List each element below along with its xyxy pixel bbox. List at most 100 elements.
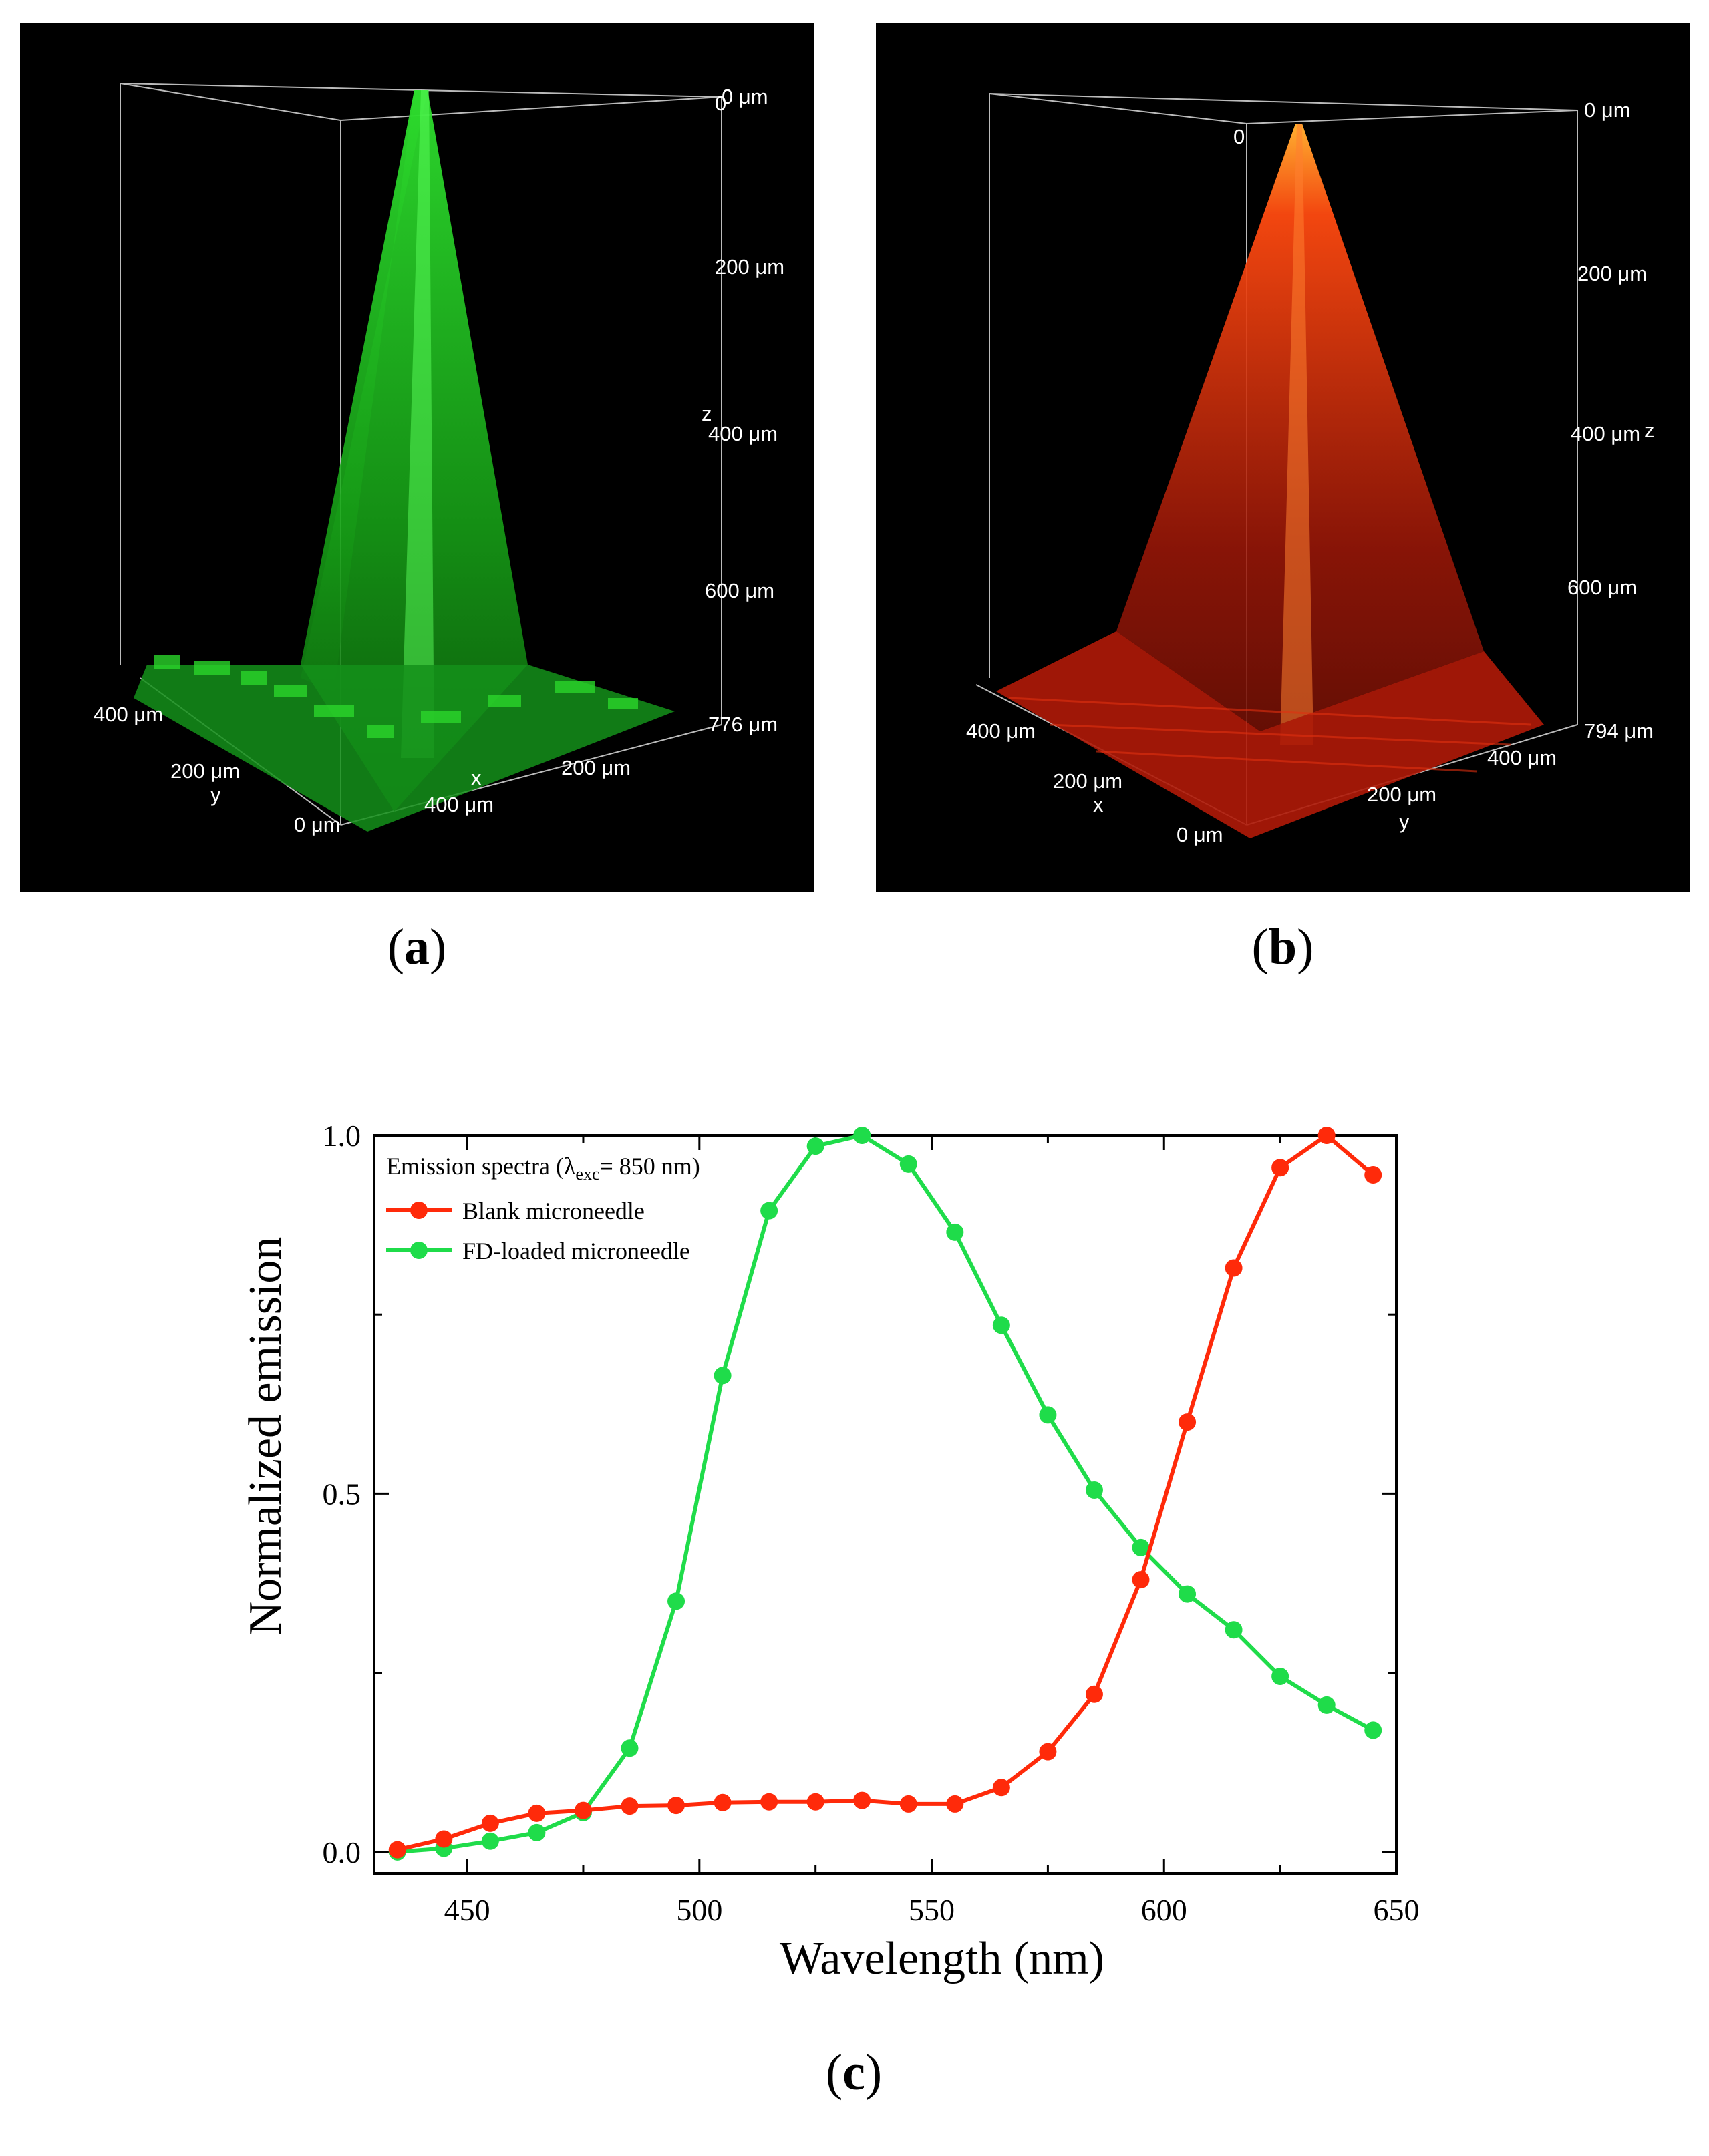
data-point	[1225, 1621, 1243, 1639]
data-point	[1364, 1721, 1382, 1739]
axis-ticks	[374, 1134, 1398, 1873]
x-400-label: 400 μm	[424, 793, 494, 816]
series-line	[397, 1133, 1375, 1852]
x-400-label: 400 μm	[966, 719, 1036, 743]
data-point	[714, 1367, 732, 1385]
data-point	[667, 1797, 685, 1815]
x-tick-label: 550	[909, 1893, 955, 1927]
z-axis-letter: z	[702, 402, 712, 425]
data-point	[992, 1779, 1010, 1797]
y-axis-letter: y	[210, 783, 221, 806]
x-axis-letter: x	[1093, 793, 1104, 816]
data-point	[1364, 1166, 1382, 1184]
z-200-label: 200 μm	[715, 255, 784, 279]
data-point	[1317, 1696, 1336, 1714]
z-origin-label: 0	[1233, 125, 1245, 148]
data-point	[853, 1127, 871, 1144]
data-point	[899, 1155, 917, 1173]
legend-label-fd-loaded: FD-loaded microneedle	[462, 1238, 690, 1264]
data-point	[621, 1797, 639, 1815]
data-point	[481, 1832, 499, 1850]
data-point	[992, 1316, 1010, 1334]
x-axis-title: Wavelength (nm)	[780, 1933, 1104, 1984]
z-200-label: 200 μm	[1577, 262, 1647, 285]
y-400-label: 400 μm	[94, 703, 163, 726]
y-tick-label: 0.0	[323, 1835, 361, 1869]
data-point	[946, 1223, 964, 1241]
data-point	[388, 1841, 406, 1859]
y-tick-labels: 0.0 0.5 1.0	[323, 1119, 361, 1869]
caption-a: (a)	[387, 919, 447, 975]
origin-label: 0 μm	[294, 813, 341, 836]
z-top-label: 0 μm	[1584, 98, 1631, 122]
legend-marker-fd-loaded	[410, 1242, 428, 1259]
data-point	[1132, 1571, 1150, 1589]
data-point	[899, 1795, 917, 1813]
y-200-label: 200 μm	[170, 759, 240, 783]
x-200-label: 200 μm	[1053, 769, 1122, 793]
y-tick-label: 1.0	[323, 1119, 361, 1153]
data-point	[1085, 1685, 1103, 1703]
series-line	[397, 1133, 1374, 1854]
data-point	[760, 1202, 778, 1220]
y-axis-title: Normalized emission	[240, 1237, 291, 1636]
confocal-image-blank: 0 0 μm 200 μm 400 μm z 600 μm 794 μm 400…	[876, 23, 1690, 892]
plot-frame	[373, 1134, 1398, 1875]
data-point	[806, 1137, 824, 1155]
legend-marker-blank	[410, 1202, 428, 1219]
x-tick-label: 600	[1141, 1893, 1187, 1927]
y-tick-label: 0.5	[323, 1477, 361, 1511]
data-point	[528, 1823, 546, 1841]
data-point	[1317, 1127, 1336, 1144]
data-point	[760, 1793, 778, 1811]
caption-c: (c)	[825, 2044, 883, 2101]
confocal-image-fd-loaded: 0 0 μm 200 μm z 400 μm 600 μm 776 μm 400…	[20, 23, 814, 892]
data-point	[435, 1830, 453, 1848]
series-fd-loaded	[388, 1127, 1382, 1861]
data-point	[946, 1795, 964, 1813]
data-point	[1085, 1481, 1103, 1499]
caption-b: (b)	[1251, 919, 1314, 975]
x-tick-labels: 450 500 550 600 650	[444, 1893, 1420, 1927]
data-point	[1271, 1159, 1289, 1177]
origin-label: 0 μm	[1177, 823, 1223, 846]
series-blank	[388, 1127, 1382, 1859]
x-tick-label: 650	[1374, 1893, 1420, 1927]
data-point	[481, 1814, 499, 1832]
z-400-label: 400 μm	[708, 422, 778, 445]
corner-label: 776 μm	[708, 713, 778, 736]
data-point	[806, 1793, 824, 1811]
z-600-label: 600 μm	[705, 579, 774, 602]
data-point	[1132, 1538, 1150, 1556]
microneedle-3d-render-red: 0 0 μm 200 μm 400 μm z 600 μm 794 μm 400…	[966, 93, 1655, 846]
microneedle-3d-render-green: 0 0 μm 200 μm z 400 μm 600 μm 776 μm 400…	[94, 83, 784, 836]
data-point	[528, 1804, 546, 1822]
y-400-label: 400 μm	[1487, 746, 1557, 769]
data-point	[1039, 1406, 1057, 1424]
z-600-label: 600 μm	[1567, 576, 1637, 599]
y-200-label: 200 μm	[1367, 783, 1436, 806]
corner-label: 794 μm	[1584, 719, 1654, 743]
data-point	[574, 1801, 592, 1819]
data-point	[1039, 1743, 1057, 1761]
series-layer	[388, 1127, 1382, 1861]
z-top-label: 0 μm	[722, 85, 768, 108]
x-tick-label: 500	[676, 1893, 722, 1927]
data-point	[1179, 1585, 1197, 1603]
data-point	[1225, 1259, 1243, 1277]
y-axis-letter: y	[1399, 810, 1410, 833]
x-axis-letter: x	[471, 766, 482, 789]
data-point	[1179, 1413, 1197, 1431]
x-tick-label: 450	[444, 1893, 490, 1927]
legend-label-blank: Blank microneedle	[462, 1198, 645, 1224]
x-200-label: 200 μm	[561, 756, 631, 779]
data-point	[714, 1793, 732, 1811]
z-400-label: 400 μm	[1571, 422, 1640, 445]
legend: Emission spectra (λexc= 850 nm) Blank mi…	[386, 1153, 700, 1264]
data-point	[1271, 1667, 1289, 1685]
data-point	[853, 1791, 871, 1809]
data-point	[667, 1592, 685, 1610]
z-origin-label: 0	[715, 92, 726, 115]
z-axis-letter: z	[1644, 419, 1655, 442]
